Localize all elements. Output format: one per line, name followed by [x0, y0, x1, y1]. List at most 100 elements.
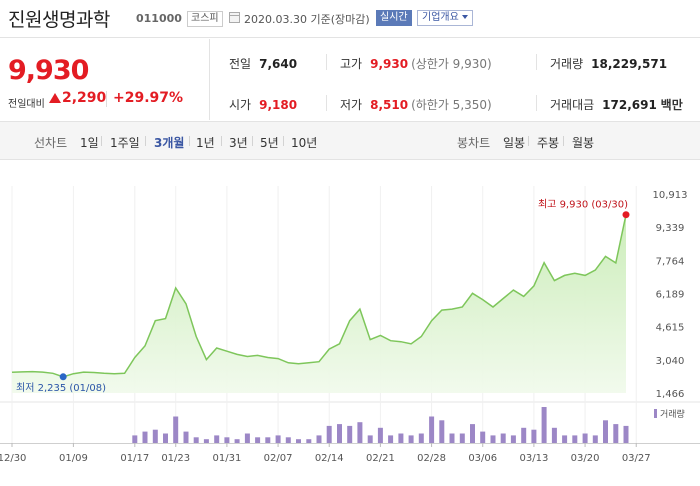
volume-bar — [572, 435, 578, 443]
volume-bar — [603, 420, 608, 443]
y-tick-label: 10,913 — [653, 190, 688, 201]
corp-overview-dropdown[interactable]: 기업개요 — [417, 10, 473, 26]
volume-bar — [531, 429, 537, 443]
divider — [101, 136, 102, 146]
volume-bar — [152, 429, 158, 443]
volume-bar — [367, 435, 373, 443]
volume-bar — [183, 431, 189, 443]
candle-daily[interactable]: 일봉 — [503, 136, 526, 150]
stat-open-value: 9,180 — [259, 98, 298, 112]
stat-volume: 거래량 18,229,571 — [550, 55, 667, 72]
price-change: 2,290 — [62, 90, 107, 106]
y-tick-label: 7,764 — [656, 256, 685, 267]
volume-bar — [541, 407, 547, 443]
volume-bar — [142, 431, 148, 443]
period-3m[interactable]: 3개월 — [154, 136, 185, 150]
divider — [106, 91, 107, 107]
period-5y[interactable]: 5년 — [260, 136, 279, 150]
volume-bar — [337, 424, 342, 443]
stock-code: 011000 — [136, 12, 182, 25]
volume-bar — [377, 427, 383, 443]
volume-bar — [429, 416, 435, 443]
volume-bar — [224, 437, 230, 443]
period-1d[interactable]: 1일 — [80, 136, 99, 150]
candle-monthly[interactable]: 월봉 — [572, 136, 595, 150]
volume-bar — [480, 431, 486, 443]
y-tick-label: 1,466 — [656, 389, 685, 400]
realtime-button[interactable]: 실시간 — [376, 10, 412, 26]
stat-amount-label: 거래대금 — [550, 98, 595, 112]
price-change-percent: +29.97% — [113, 90, 184, 106]
price-chart: 거래량 1,466 3,040 4,615 6,189 7,764 9,339 10,913… — [0, 160, 700, 486]
y-tick-label: 4,615 — [656, 323, 685, 334]
divider — [145, 136, 146, 146]
volume-bar — [347, 425, 353, 443]
volume-bar — [470, 424, 475, 443]
period-1y[interactable]: 1년 — [196, 136, 215, 150]
price-line — [11, 214, 627, 378]
divider — [252, 136, 253, 146]
volume-bar — [214, 435, 220, 443]
volume-bar — [449, 433, 455, 443]
x-tick-label: 01/31 — [212, 453, 241, 464]
candle-weekly[interactable]: 주봉 — [537, 136, 560, 150]
stock-name: 진원생명과학 — [8, 9, 110, 31]
x-tick-label: 01/09 — [59, 453, 88, 464]
volume-bar — [418, 433, 424, 443]
volume-bar — [296, 439, 301, 443]
volume-bar — [275, 435, 281, 443]
y-tick-label: 3,040 — [656, 356, 685, 367]
volume-bar — [521, 427, 527, 443]
volume-bar — [132, 435, 138, 443]
volume-bar — [244, 433, 250, 443]
price-summary: 9,930 전일대비 2,290 +29.97% — [0, 39, 210, 120]
period-10y[interactable]: 10년 — [291, 136, 318, 150]
stat-low-label: 저가 — [340, 98, 363, 112]
volume-bar — [582, 433, 588, 443]
x-tick-label: 01/17 — [120, 453, 149, 464]
stat-prev-label: 전일 — [229, 57, 252, 71]
divider — [189, 136, 190, 146]
volume-bar — [562, 435, 568, 443]
divider — [536, 54, 537, 70]
y-tick-label: 6,189 — [656, 290, 685, 301]
volume-bar — [173, 416, 179, 443]
volume-bar — [510, 435, 516, 443]
x-tick-label: 03/27 — [622, 453, 651, 464]
chart-toolbar: 선차트 1일 1주일 3개월 1년 3년 5년 10년 봉차트 일봉 주봉 월봉 — [0, 121, 700, 160]
x-tick-label: 01/23 — [161, 453, 190, 464]
stat-open: 시가 9,180 — [229, 96, 297, 113]
volume-legend-label: 거래량 — [660, 408, 685, 420]
volume-bar — [163, 433, 168, 443]
stat-prev-value: 7,640 — [259, 57, 298, 71]
period-1w[interactable]: 1주일 — [110, 136, 140, 150]
volume-bar — [193, 437, 199, 443]
volume-bar — [500, 433, 506, 443]
volume-bar — [398, 433, 404, 443]
divider — [326, 95, 327, 111]
volume-bar — [255, 437, 261, 443]
volume-bar — [623, 425, 629, 443]
low-annotation: 최저 2,235 (01/08) — [16, 382, 106, 394]
stat-low-limit: (하한가 5,350) — [411, 98, 492, 112]
corp-overview-label: 기업개요 — [422, 12, 459, 23]
x-tick-label: 02/14 — [315, 453, 344, 464]
price-chart-svg: 거래량 1,466 3,040 4,615 6,189 7,764 9,339 10,913… — [0, 186, 700, 464]
current-price: 9,930 — [8, 55, 89, 86]
high-annotation: 최고 9,930 (03/30) — [538, 199, 628, 211]
stat-low: 저가 8,510 (하한가 5,350) — [340, 96, 492, 113]
volume-bar — [490, 435, 496, 443]
volume-legend-swatch — [654, 409, 657, 418]
x-tick-label: 03/20 — [571, 453, 600, 464]
period-3y[interactable]: 3년 — [229, 136, 248, 150]
volume-bar — [285, 437, 291, 443]
volume-bar — [326, 425, 332, 443]
volume-bar — [613, 424, 619, 443]
high-marker — [622, 211, 630, 219]
chevron-down-icon — [461, 15, 468, 19]
volume-bar — [316, 435, 322, 443]
up-arrow-icon — [49, 93, 61, 103]
volume-bar — [592, 435, 598, 443]
volume-bar — [551, 427, 557, 443]
stat-low-value: 8,510 — [370, 98, 409, 112]
